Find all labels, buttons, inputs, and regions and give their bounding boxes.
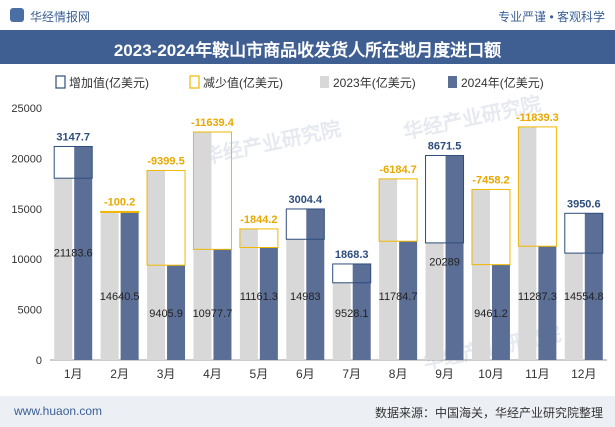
change-bracket [192,131,232,250]
legend-label: 减少值(亿美元) [203,75,283,90]
top-bar: 华经情报网 专业严谨 • 客观科学 [0,0,615,30]
x-tick-label: 3月 [157,367,176,381]
data-source: 数据来源：中国海关，华经产业研究院整理 [374,406,603,420]
change-label: 3147.7 [56,131,90,143]
brand-name: 华经情报网 [30,10,91,24]
bar-2023 [286,239,305,360]
x-tick-label: 7月 [342,367,361,381]
change-label: -9399.5 [147,155,184,167]
value-label: 9405.9 [149,308,183,320]
value-label: 9461.2 [474,308,508,320]
change-label: 8671.5 [428,140,462,152]
logo-icon [10,8,24,22]
change-bracket [146,169,186,266]
value-label: 21183.6 [54,247,93,259]
x-tick-label: 1月 [64,367,83,381]
bar-2024 [352,263,371,360]
website-link[interactable]: www.huaon.com [14,404,103,418]
bar-2024 [120,212,139,360]
x-tick-label: 11月 [525,367,549,381]
title-bar: 2023-2024年鞍山市商品收发货人所在地月度进口额 [0,30,615,64]
y-tick-label: 15000 [11,204,42,216]
bar-2024 [167,265,186,360]
bar-2023 [332,282,351,360]
chart: 华经产业研究院华经产业研究院华经产业研究院增加值(亿美元)减少值(亿美元)202… [11,75,607,381]
x-tick-label: 9月 [435,367,454,381]
y-tick-label: 20000 [11,153,42,165]
bar-2023 [193,132,212,360]
x-tick-label: 12月 [571,367,596,381]
bar-2024 [445,155,464,360]
bar-2024 [306,208,325,360]
change-label: 1868.3 [335,249,369,261]
change-label: -11839.3 [516,112,559,124]
y-tick-label: 10000 [11,254,42,266]
change-label: -100.2 [104,196,135,208]
change-bracket [517,126,557,247]
change-bracket [471,188,511,266]
change-label: -11639.4 [191,117,235,129]
legend-swatch [448,76,457,88]
change-bracket [332,263,372,284]
bar-2024 [213,249,232,360]
value-label: 9528.1 [335,308,369,320]
bar-2023 [379,178,398,360]
change-bracket [100,210,140,213]
x-tick-label: 4月 [203,367,222,381]
chart-title: 2023-2024年鞍山市商品收发货人所在地月度进口额 [113,41,502,60]
x-tick-label: 2月 [110,367,129,381]
bar-2024 [584,213,603,360]
change-label: -6184.7 [379,164,416,176]
change-label: 3004.4 [288,194,323,206]
y-tick-label: 25000 [11,103,42,115]
legend-swatch [320,76,329,88]
bar-2024 [538,246,557,360]
bar-2023 [54,178,73,360]
legend-label: 增加值(亿美元) [69,75,149,90]
value-label: 14640.5 [100,291,140,303]
x-tick-label: 6月 [296,367,315,381]
bar-2024 [74,146,93,360]
x-tick-label: 5月 [250,367,269,381]
legend-label: 2024年(亿美元) [461,75,544,90]
change-bracket [425,154,465,244]
bar-2024 [491,264,510,360]
value-label: 14983 [290,291,321,303]
bar-2023 [471,189,490,360]
bar-2023 [239,228,258,360]
y-tick-label: 0 [36,355,42,367]
bar-2023 [100,211,119,360]
change-bracket [378,178,418,242]
bar-2024 [399,241,418,360]
x-tick-label: 10月 [478,367,503,381]
bar-2023 [564,253,583,360]
bar-2023 [425,242,444,360]
bar-2024 [259,247,278,360]
slogan: 专业严谨 • 客观科学 [498,10,605,24]
value-label: 14554.8 [564,291,604,303]
change-bracket [564,212,604,254]
change-label: -7458.2 [472,174,509,186]
legend-swatch [189,75,200,89]
legend-label: 2023年(亿美元) [333,75,416,90]
value-label: 10977.7 [193,308,233,320]
change-bracket [53,145,93,179]
value-label: 20289 [429,256,460,268]
change-bracket [239,228,279,248]
value-label: 11161.3 [240,291,278,303]
legend-swatch [55,75,66,89]
value-label: 11784.7 [379,291,418,303]
bar-2023 [518,126,537,360]
y-tick-label: 5000 [18,305,42,317]
value-label: 11287.3 [518,291,557,303]
change-label: 3950.6 [567,198,601,210]
x-tick-label: 8月 [389,367,408,381]
footer: www.huaon.com 数据来源：中国海关，华经产业研究院整理 [0,396,615,427]
change-label: -1844.2 [240,214,277,226]
change-bracket [285,208,325,240]
